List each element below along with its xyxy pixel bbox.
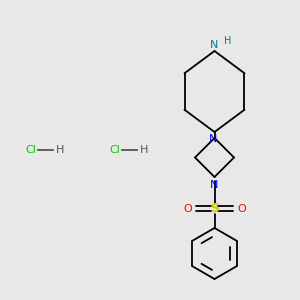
- Text: H: H: [224, 36, 232, 46]
- Text: Cl: Cl: [25, 145, 36, 155]
- Text: S: S: [210, 202, 219, 215]
- Text: N: N: [210, 40, 219, 50]
- Text: O: O: [183, 203, 192, 214]
- Text: H: H: [56, 145, 64, 155]
- Text: N: N: [210, 180, 219, 190]
- Text: O: O: [237, 203, 246, 214]
- Text: N: N: [209, 134, 217, 143]
- Text: Cl: Cl: [109, 145, 120, 155]
- Text: H: H: [140, 145, 148, 155]
